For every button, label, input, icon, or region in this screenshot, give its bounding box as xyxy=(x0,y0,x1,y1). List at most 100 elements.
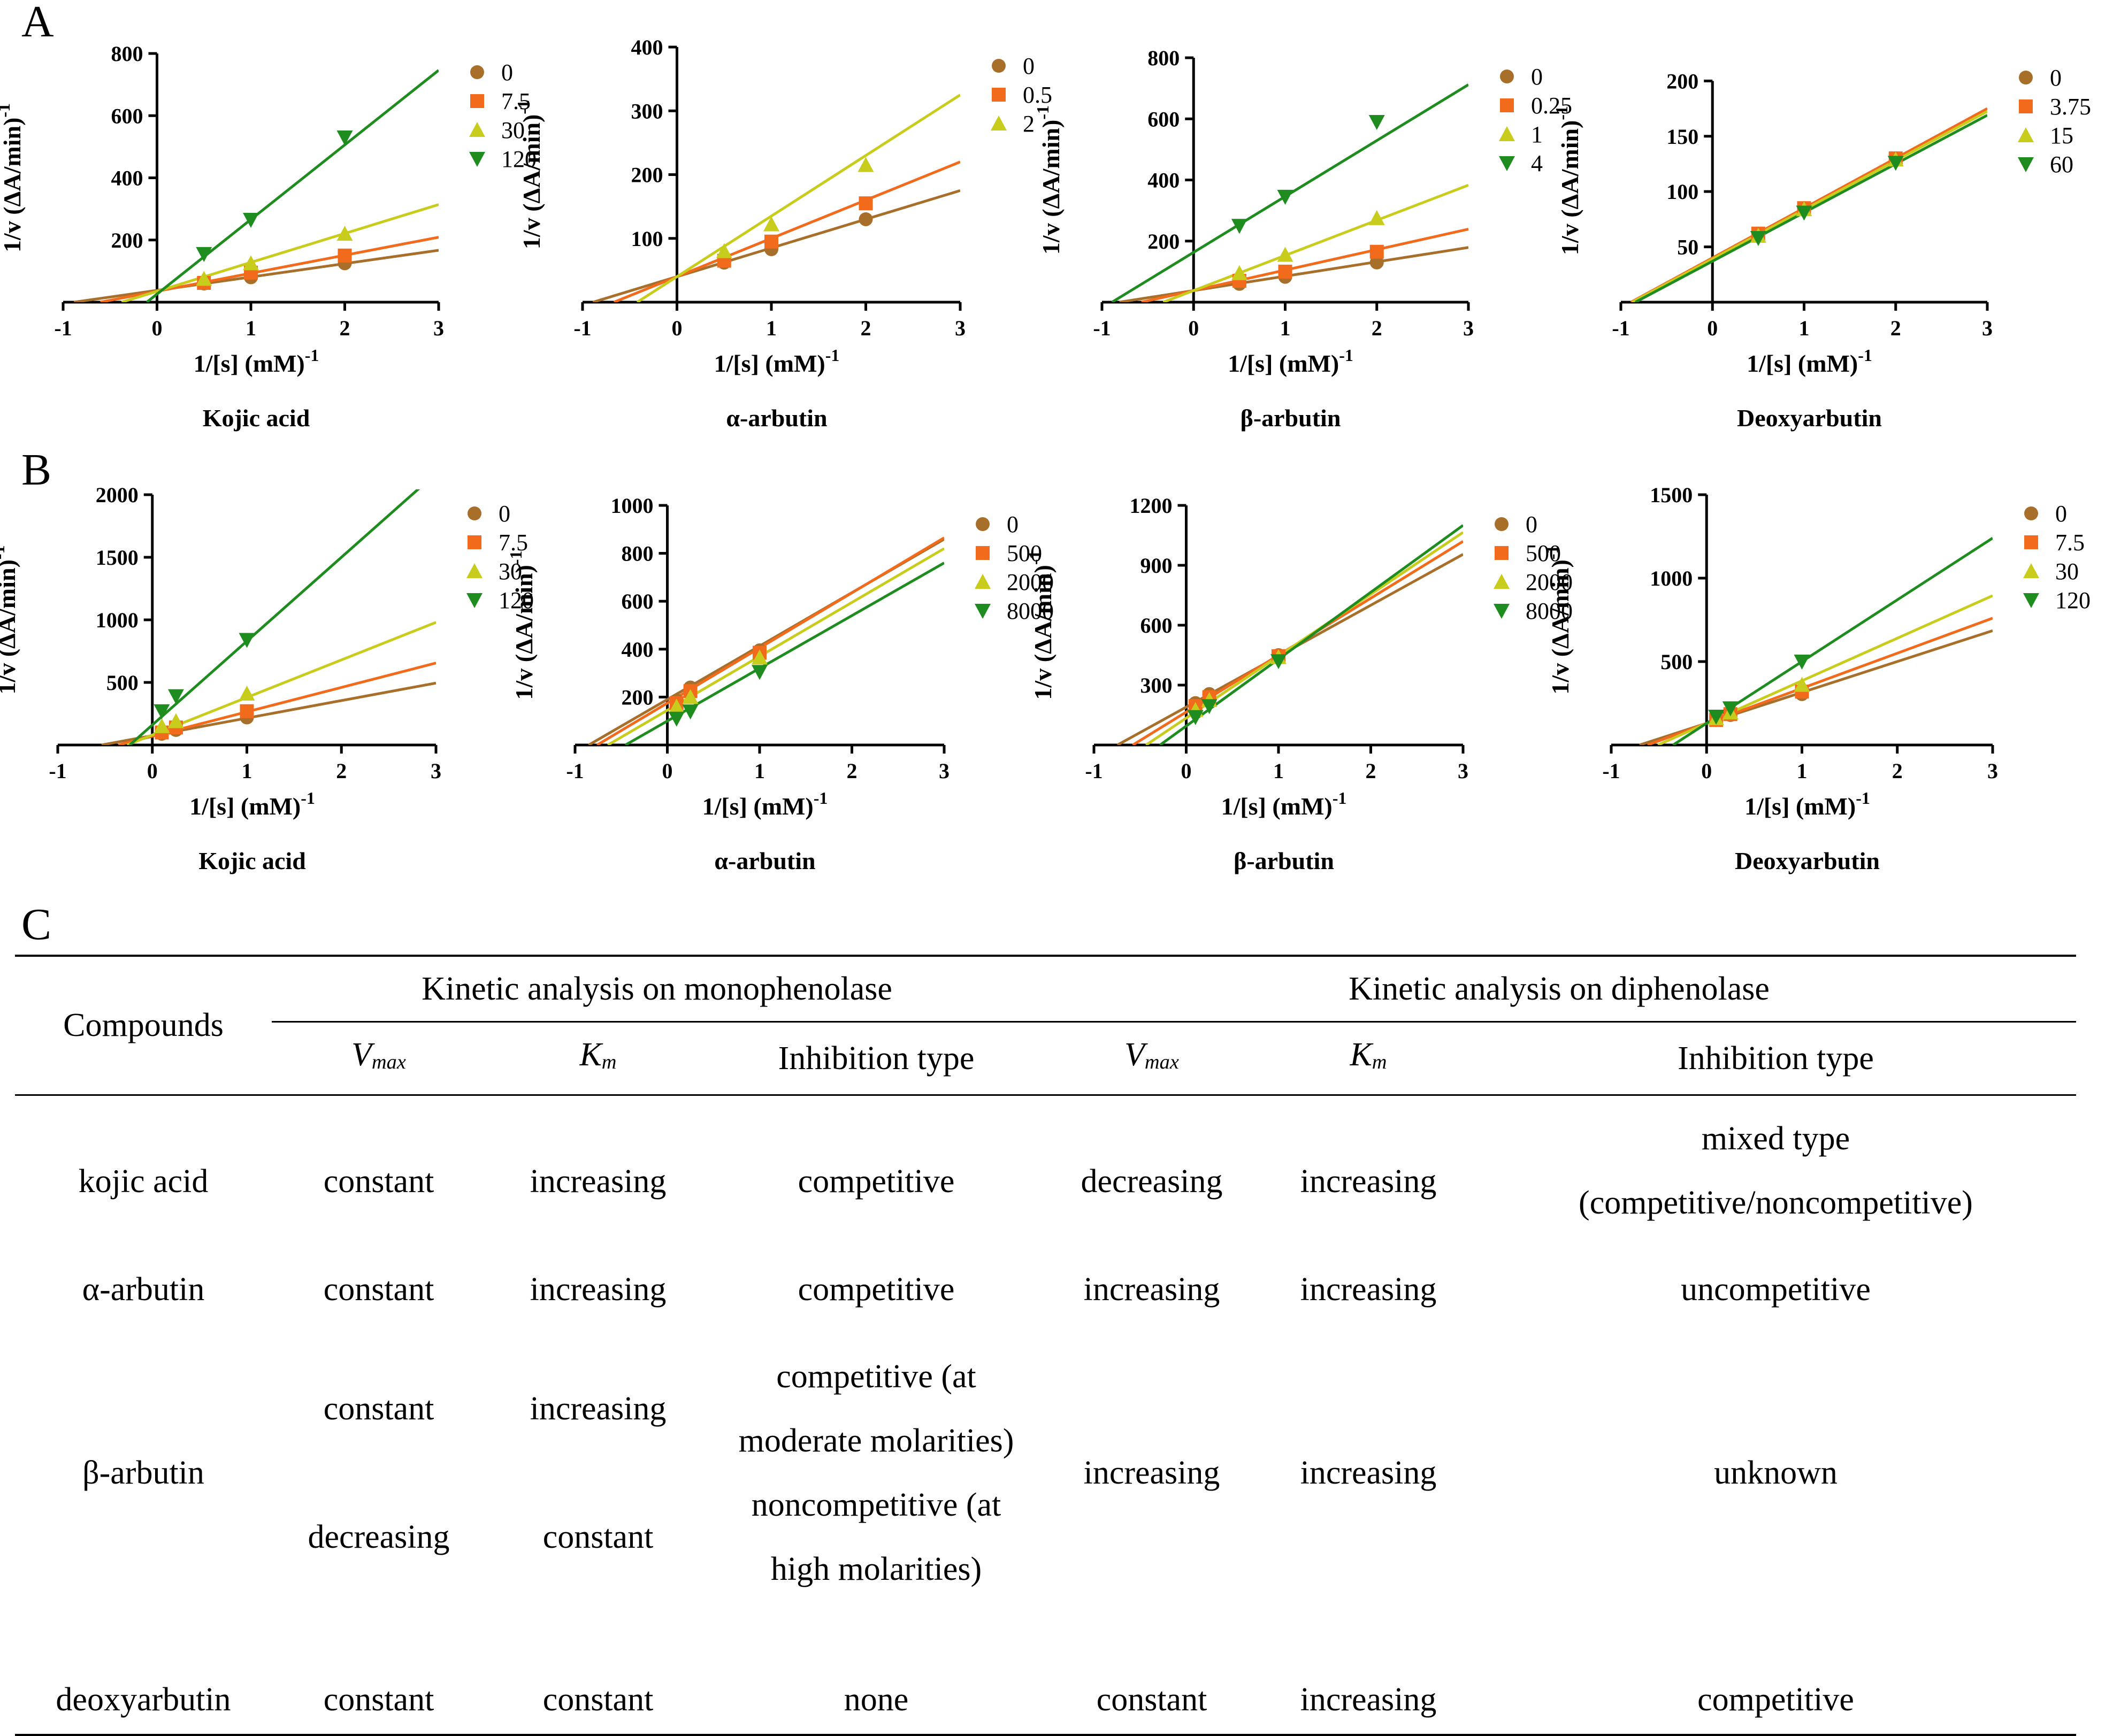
x-tick-label: 2 xyxy=(847,759,858,783)
x-tick-label: 3 xyxy=(1463,316,1474,340)
legend-label: 2000 xyxy=(1007,569,1054,595)
y-tick-label: 800 xyxy=(1147,46,1180,70)
data-point xyxy=(167,713,184,728)
data-point xyxy=(167,689,184,704)
y-tick-label: 800 xyxy=(111,42,143,66)
data-point xyxy=(1722,701,1739,717)
x-tick-label: 1 xyxy=(766,316,777,340)
legend-label: 0 xyxy=(501,59,513,86)
data-point xyxy=(1277,189,1293,205)
chart-title: β-arbutin xyxy=(1241,404,1341,432)
legend-label: 500 xyxy=(1007,540,1042,566)
legend-marker-4 xyxy=(1499,156,1515,171)
legend-marker-120 xyxy=(469,152,485,167)
x-tick-label: -1 xyxy=(566,759,584,783)
legend-label: 120 xyxy=(2055,587,2091,613)
cell-mono-vmax: constant xyxy=(323,1271,434,1308)
panel-label-a: A xyxy=(21,0,54,47)
fit-line-2 xyxy=(636,94,960,302)
x-tick-label: 1 xyxy=(1799,316,1810,340)
y-axis-label: 1/v (ΔA/min)-1 xyxy=(514,100,545,249)
legend-label: 0 xyxy=(499,501,510,527)
legend-label: 0 xyxy=(1007,511,1019,537)
data-point xyxy=(1201,699,1218,715)
legend-marker-500 xyxy=(1495,546,1509,560)
x-tick-label: 3 xyxy=(955,316,966,340)
data-point xyxy=(1270,654,1287,670)
kinetic-analysis-table: Compounds Kinetic analysis on monophenol… xyxy=(15,955,2076,1736)
cell-di-type: uncompetitive xyxy=(1681,1271,1871,1308)
legend-marker-0 xyxy=(468,506,481,520)
legend-marker-120 xyxy=(466,593,483,608)
x-tick-label: -1 xyxy=(1085,759,1103,783)
x-axis-label: 1/[s] (mM)-1 xyxy=(1221,788,1347,820)
y-tick-label: 300 xyxy=(631,99,663,123)
y-axis-label: 1/v (ΔA/min)-1 xyxy=(506,550,538,700)
cell-mono-type: competitive xyxy=(798,1271,955,1308)
data-point xyxy=(764,234,778,249)
table-row-deoxyarbutin: deoxyarbutin constant constant none cons… xyxy=(15,1601,2076,1735)
data-point xyxy=(240,704,254,718)
x-tick-label: -1 xyxy=(1602,759,1620,783)
y-tick-label: 1000 xyxy=(1650,566,1693,590)
legend-label: 120 xyxy=(499,587,534,613)
data-point xyxy=(763,216,779,232)
data-point xyxy=(243,255,259,271)
legend-marker-0 xyxy=(2019,71,2033,85)
legend-label: 8000 xyxy=(1526,598,1573,624)
fit-lines xyxy=(592,94,960,302)
legend-marker-0 xyxy=(992,59,1006,73)
legend-marker-3.75 xyxy=(2019,99,2033,113)
y-tick-label: 500 xyxy=(106,671,139,695)
legend-label: 0 xyxy=(2055,501,2067,527)
x-tick-label: 2 xyxy=(336,759,347,783)
y-axis-label: 1/v (ΔA/min)-1 xyxy=(1542,545,1574,694)
header-di-vmax: Vmax xyxy=(1124,1036,1179,1073)
legend-marker-2 xyxy=(991,116,1007,130)
data-point xyxy=(1278,264,1292,279)
data-point xyxy=(239,633,255,648)
header-di-km: Km xyxy=(1350,1036,1387,1073)
legend-label: 15 xyxy=(2050,122,2073,149)
y-tick-label: 50 xyxy=(1677,235,1698,259)
data-point xyxy=(1187,710,1204,725)
y-tick-label: 150 xyxy=(1666,125,1698,149)
legend-label: 7.5 xyxy=(2055,529,2085,556)
y-tick-label: 600 xyxy=(622,589,654,613)
legend-label: 8000 xyxy=(1007,598,1054,624)
y-tick-label: 600 xyxy=(1140,613,1173,637)
cell-mono-type-line3: noncompetitive (at xyxy=(751,1486,1001,1523)
legend-marker-7.5 xyxy=(470,94,484,108)
fit-line-30 xyxy=(121,203,439,302)
x-axis-label: 1/[s] (mM)-1 xyxy=(1228,345,1353,377)
header-mono-vmax: Vmax xyxy=(351,1036,406,1073)
legend-label: 0.5 xyxy=(1023,82,1052,108)
chart-title: Kojic acid xyxy=(203,404,310,432)
legend-label: 0 xyxy=(1526,511,1537,537)
legend-label: 7.5 xyxy=(499,529,528,556)
legend-label: 60 xyxy=(2050,151,2073,178)
legend-marker-0 xyxy=(976,517,990,531)
data-point xyxy=(1231,219,1247,234)
y-tick-label: 900 xyxy=(1140,554,1173,578)
x-tick-label: 0 xyxy=(152,316,163,340)
legend-marker-7.5 xyxy=(468,535,481,549)
data-point xyxy=(668,698,685,714)
data-point xyxy=(752,665,768,680)
legend-label: 7.5 xyxy=(501,88,531,114)
data-point xyxy=(858,157,874,172)
x-tick-label: 0 xyxy=(662,759,673,783)
data-point xyxy=(336,130,353,145)
y-axis-label: 1/v (ΔA/min)-1 xyxy=(0,545,20,694)
cell-mono-type: none xyxy=(844,1681,909,1718)
y-axis-label: 1/v (ΔA/min)-1 xyxy=(0,103,26,252)
x-axis-label: 1/[s] (mM)-1 xyxy=(702,788,828,820)
x-tick-label: 1 xyxy=(754,759,765,783)
data-point xyxy=(859,196,873,211)
cell-di-km: increasing xyxy=(1300,1454,1437,1491)
